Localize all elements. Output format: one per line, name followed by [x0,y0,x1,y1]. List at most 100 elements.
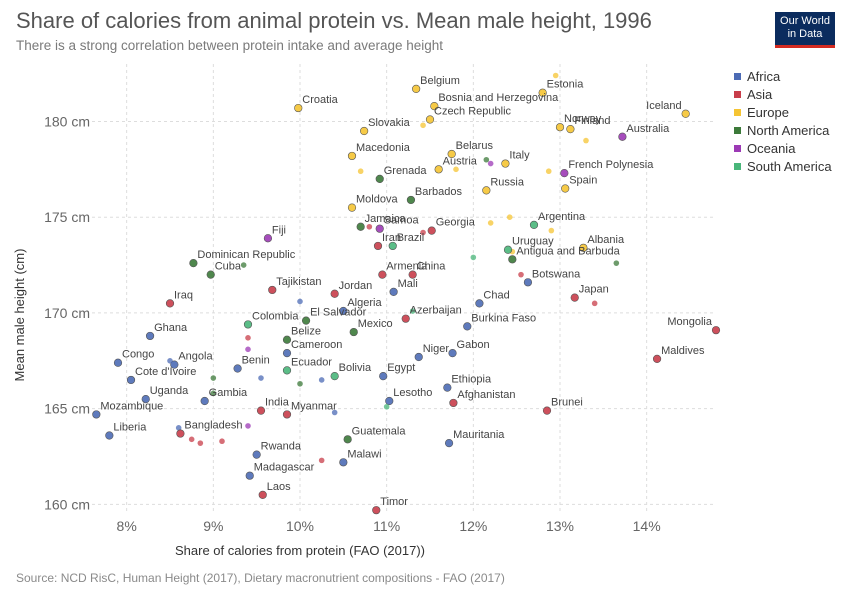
data-point[interactable] [366,223,373,230]
data-point[interactable] [176,429,185,438]
data-point[interactable] [343,435,352,444]
data-point[interactable] [347,151,357,161]
data-point[interactable] [463,322,472,331]
data-point[interactable] [447,149,456,159]
data-point[interactable] [210,390,217,397]
data-point[interactable] [256,406,266,415]
data-point[interactable] [113,358,123,367]
data-point[interactable] [268,285,277,295]
data-point[interactable] [245,335,251,341]
owid-logo[interactable]: Our World in Data [775,12,835,48]
data-point[interactable] [401,314,410,323]
data-point[interactable] [388,241,397,251]
data-point[interactable] [449,398,458,408]
data-point[interactable] [282,410,292,419]
data-point[interactable] [330,372,339,381]
data-point[interactable] [197,440,204,446]
data-point[interactable] [210,375,217,381]
data-point[interactable] [126,375,136,385]
data-point[interactable] [378,270,387,279]
data-point[interactable] [652,354,662,363]
data-point[interactable] [518,271,524,278]
data-point[interactable] [167,358,173,364]
data-point[interactable] [523,278,533,287]
data-point[interactable] [206,270,215,279]
data-point[interactable] [375,224,384,233]
data-point[interactable] [427,226,436,235]
data-point[interactable] [566,125,575,134]
data-point[interactable] [420,122,426,129]
data-point[interactable] [301,316,311,325]
data-point[interactable] [434,165,443,174]
data-point[interactable] [470,254,477,261]
data-point[interactable] [618,132,627,141]
data-point[interactable] [145,331,155,341]
legend-item-asia[interactable]: Asia [734,87,772,102]
data-point[interactable] [339,458,348,467]
data-point[interactable] [711,326,721,335]
data-point[interactable] [408,270,417,279]
data-point[interactable] [591,300,598,307]
data-point[interactable] [170,360,179,369]
legend-item-north-america[interactable]: North America [734,123,829,138]
data-point[interactable] [409,308,416,314]
data-point[interactable] [263,234,273,243]
data-point[interactable] [297,380,303,387]
data-point[interactable] [105,431,114,440]
data-point[interactable] [243,320,253,329]
data-point[interactable] [318,457,325,464]
data-point[interactable] [189,259,198,268]
data-point[interactable] [282,366,292,375]
data-point[interactable] [357,168,364,175]
data-point[interactable] [372,506,381,515]
data-point[interactable] [339,306,348,316]
data-point[interactable] [538,88,547,97]
data-point[interactable] [560,169,569,178]
data-point[interactable] [383,403,390,410]
data-point[interactable] [483,156,490,163]
data-point[interactable] [282,349,292,358]
data-point[interactable] [542,406,552,415]
data-point[interactable] [297,298,303,305]
data-point[interactable] [406,195,416,205]
data-point[interactable] [552,72,559,79]
data-point[interactable] [356,222,365,231]
data-point[interactable] [233,364,242,373]
data-point[interactable] [165,299,175,308]
data-point[interactable] [487,160,494,167]
data-point[interactable] [373,241,383,251]
data-point[interactable] [200,396,209,406]
data-point[interactable] [252,450,261,459]
data-point[interactable] [579,243,588,252]
data-point[interactable] [425,115,435,124]
data-point[interactable] [420,229,426,236]
data-point[interactable] [141,395,150,404]
data-point[interactable] [475,299,484,308]
data-point[interactable] [379,372,388,381]
data-point[interactable] [347,203,357,212]
data-point[interactable] [503,245,513,254]
data-point[interactable] [545,168,552,175]
data-point[interactable] [487,220,494,226]
legend-item-africa[interactable]: Africa [734,69,780,84]
data-point[interactable] [175,425,182,431]
data-point[interactable] [501,159,510,168]
data-point[interactable] [613,260,620,266]
data-point[interactable] [258,375,264,381]
data-point[interactable] [245,346,251,353]
data-point[interactable] [414,352,423,362]
data-point[interactable] [506,214,513,220]
data-point[interactable] [389,287,398,296]
data-point[interactable] [92,410,101,419]
data-point[interactable] [240,262,247,268]
data-point[interactable] [318,377,325,383]
data-point[interactable] [570,293,579,302]
data-point[interactable] [245,471,254,480]
data-point[interactable] [583,137,589,144]
data-point[interactable] [555,123,565,132]
data-point[interactable] [219,438,225,445]
data-point[interactable] [258,490,267,499]
data-point[interactable] [282,335,292,344]
data-point[interactable] [443,383,452,392]
data-point[interactable] [681,109,690,118]
